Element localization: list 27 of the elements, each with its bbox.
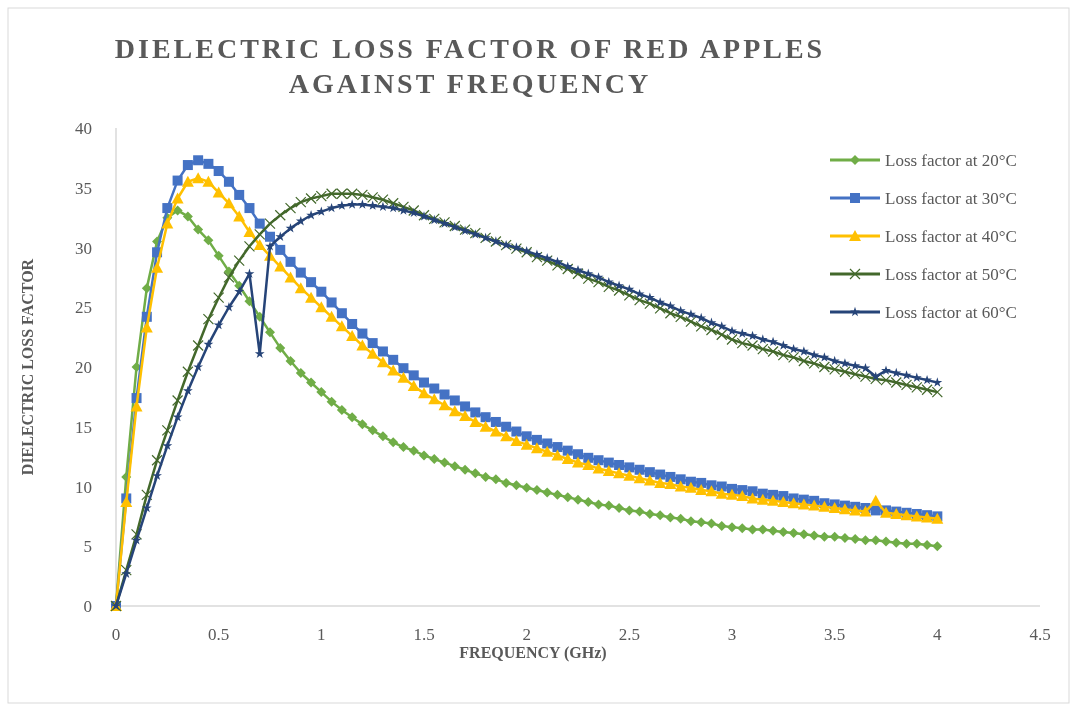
x-tick-label: 1: [317, 625, 326, 644]
y-tick-label: 25: [75, 298, 92, 318]
y-tick-label: 30: [75, 238, 92, 258]
legend-label: Loss factor at 40°C: [885, 227, 1017, 246]
y-tick-label: 10: [75, 477, 92, 497]
x-tick-label: 4: [933, 625, 943, 644]
y-tick-label: 0: [83, 597, 92, 616]
y-tick-label: 15: [75, 417, 92, 437]
y-tick-label: 20: [75, 358, 92, 377]
x-tick-label: 0.5: [208, 625, 230, 644]
y-tick-label: 40: [75, 119, 92, 138]
x-tick-label: 1.5: [413, 625, 435, 644]
x-tick-label: 3.5: [824, 625, 846, 644]
y-tick-label: 35: [75, 178, 92, 198]
legend-label: Loss factor at 60°C: [885, 303, 1017, 322]
x-tick-label: 3: [727, 625, 737, 644]
legend-label: Loss factor at 20°C: [885, 151, 1017, 170]
x-tick-label: 2: [522, 625, 531, 644]
x-tick-label: 2.5: [618, 625, 640, 644]
y-tick-label: 5: [83, 537, 92, 557]
x-tick-label: 4.5: [1029, 625, 1051, 644]
x-tick-label: 0: [111, 625, 121, 644]
chart-title: DIELECTRIC LOSS FACTOR OF RED APPLES AGAINST FREQUENCY: [114, 33, 826, 99]
x-axis-title: FREQUENCY (GHz): [459, 644, 607, 662]
legend-label: Loss factor at 30°C: [885, 189, 1017, 208]
y-axis-title: DIELECTRIC LOSS FACTOR: [19, 258, 36, 476]
legend-label: Loss factor at 50°C: [885, 265, 1017, 284]
